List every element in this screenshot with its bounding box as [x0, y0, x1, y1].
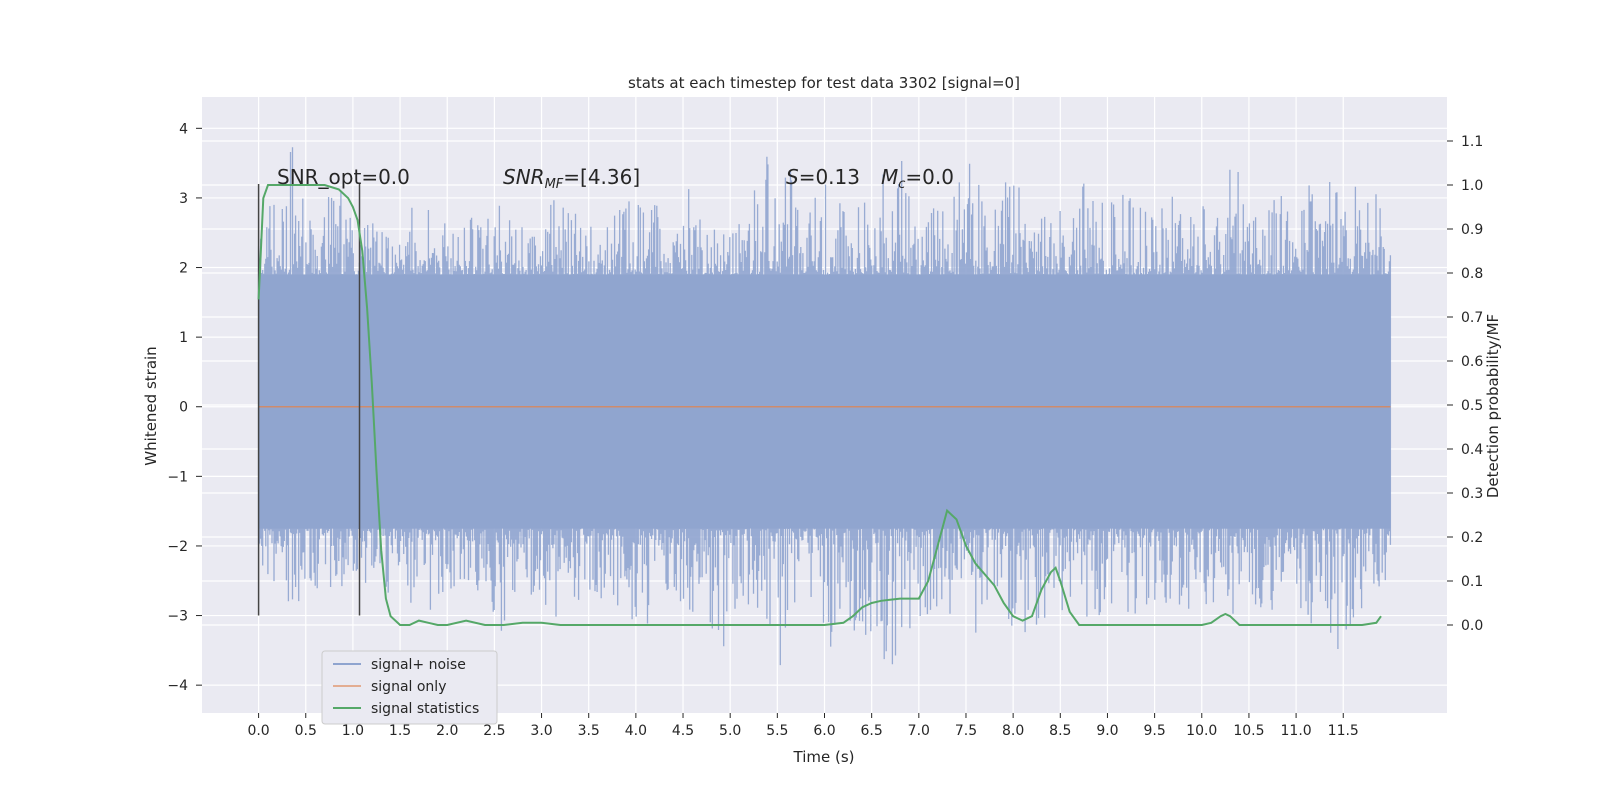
x-tick-label-0: 0.0	[247, 723, 269, 739]
x-axis-ticks: 0.0 0.5 1.0 1.5 2.0 2.5 3.0 3.5 4.0 4.5 5.0 5.5 6.0 6…	[247, 713, 1359, 739]
legend: signal+ noise signal only signal statist…	[321, 650, 498, 725]
s-symbol: S	[786, 165, 799, 189]
x-tick-label-7: 3.5	[578, 723, 600, 739]
y-left-tick-label-4: 0	[179, 400, 188, 416]
x-tick-label-13: 6.5	[861, 723, 883, 739]
y-right-tick-label-3: 0.8	[1461, 266, 1483, 282]
y-left-tick-label-2: 2	[179, 261, 188, 277]
y-left-tick-label-6: −2	[167, 539, 188, 555]
x-axis-label: Time (s)	[793, 748, 855, 766]
y-right-tick-label-8: 0.3	[1461, 486, 1483, 502]
x-tick-label-2: 1.0	[342, 723, 364, 739]
x-tick-label-10: 5.0	[719, 723, 741, 739]
x-tick-label-8: 4.0	[625, 723, 647, 739]
vertical-markers	[257, 184, 361, 616]
s-value: =0.13	[799, 165, 860, 189]
x-tick-label-3: 1.5	[389, 723, 411, 739]
y-right-tick-label-10: 0.1	[1461, 574, 1483, 590]
x-tick-label-1: 0.5	[295, 723, 317, 739]
x-tick-label-22: 11.0	[1281, 723, 1312, 739]
x-tick-label-21: 10.5	[1233, 723, 1264, 739]
x-tick-label-11: 5.5	[766, 723, 788, 739]
x-tick-label-14: 7.0	[908, 723, 930, 739]
x-tick-label-5: 2.5	[483, 723, 505, 739]
y-left-tick-label-0: 4	[179, 121, 188, 137]
y-left-tick-label-5: −1	[167, 469, 188, 485]
y-right-tick-label-4: 0.7	[1461, 310, 1483, 326]
legend-label-signal-only: signal only	[371, 679, 446, 695]
y-left-tick-label-1: 3	[179, 191, 188, 207]
y-axis-label-left: Whitened strain	[142, 346, 160, 465]
y-right-tick-label-5: 0.6	[1461, 354, 1483, 370]
snr-mf-value: =[4.36]	[563, 165, 640, 189]
mc-symbol: M	[881, 165, 898, 189]
signal-statistics-line	[257, 184, 1382, 626]
x-tick-label-17: 8.5	[1049, 723, 1071, 739]
chart-title: stats at each timestep for test data 330…	[628, 74, 1020, 92]
y-right-tick-label-11: 0.0	[1461, 618, 1483, 634]
legend-box	[321, 650, 498, 725]
y-right-tick-label-2: 0.9	[1461, 222, 1483, 238]
x-tick-label-4: 2.0	[436, 723, 458, 739]
x-tick-label-20: 10.0	[1186, 723, 1217, 739]
x-tick-label-19: 9.5	[1143, 723, 1165, 739]
annotation-mc: Mc=0.0	[881, 165, 954, 192]
x-tick-label-16: 8.0	[1002, 723, 1024, 739]
legend-label-signal-noise: signal+ noise	[371, 657, 466, 673]
y-right-tick-label-0: 1.1	[1461, 134, 1483, 150]
annotation-snr-mf: SNRMF=[4.36]	[503, 165, 640, 192]
annotation-s: S=0.13	[786, 165, 860, 189]
legend-label-signal-statistics: signal statistics	[371, 701, 479, 717]
right-y-axis-ticks: 1.1 1.0 0.9 0.8 0.7 0.6 0.5 0.4 0.3 0.2 0.1 0.0	[1447, 134, 1483, 634]
x-tick-label-23: 11.5	[1328, 723, 1359, 739]
x-tick-label-12: 6.0	[813, 723, 835, 739]
y-right-tick-label-7: 0.4	[1461, 442, 1483, 458]
signal-noise-core-band	[258, 274, 1391, 529]
y-left-tick-label-8: −4	[167, 678, 188, 694]
mc-subscript: c	[898, 177, 905, 192]
y-right-tick-label-9: 0.2	[1461, 530, 1483, 546]
signal-plus-noise-series	[257, 147, 1392, 666]
annotation-snr-opt: SNR_opt=0.0	[277, 165, 410, 189]
snr-mf-symbol: SNR	[503, 165, 545, 189]
mc-value: =0.0	[905, 165, 954, 189]
x-tick-label-15: 7.5	[955, 723, 977, 739]
x-tick-label-6: 3.0	[530, 723, 552, 739]
signal-statistics-series	[257, 184, 1382, 626]
y-left-tick-label-7: −3	[167, 609, 188, 625]
snr-mf-subscript: MF	[545, 177, 564, 192]
x-tick-label-9: 4.5	[672, 723, 694, 739]
y-left-tick-label-3: 1	[179, 330, 188, 346]
y-right-tick-label-1: 1.0	[1461, 178, 1483, 194]
y-right-tick-label-6: 0.5	[1461, 398, 1483, 414]
left-y-axis-ticks: 4 3 2 1 0 −1 −2 −3 −4	[167, 121, 202, 694]
y-axis-label-right: Detection probability/MF	[1484, 314, 1502, 498]
x-tick-label-18: 9.0	[1096, 723, 1118, 739]
